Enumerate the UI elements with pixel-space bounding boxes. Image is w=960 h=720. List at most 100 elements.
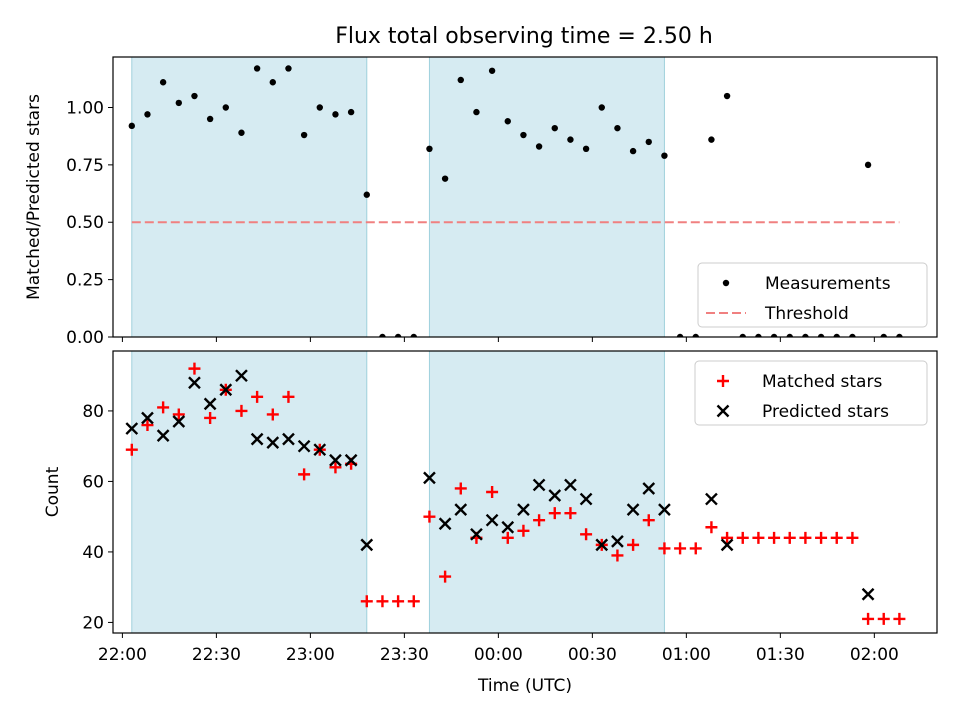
matched-stars-point-33 [642,514,655,527]
measurements-point-11 [300,131,308,139]
measurements-point-29 [582,145,590,153]
predicted-stars-point-28 [611,535,624,548]
predicted-stars-point-30 [642,482,656,495]
matched-stars-point-32 [627,538,640,551]
measurements-point-30 [598,104,605,111]
measurements-point-33 [645,138,652,146]
measurements-point-35 [676,333,684,337]
measurements-point-23 [488,67,496,74]
matched-stars-point-5 [204,411,217,424]
matched-stars-point-25 [517,524,530,537]
matched-stars-point-13 [329,461,342,474]
measurements-point-24 [504,118,511,125]
measurements-point-4 [191,92,198,100]
top-ytick-label-0: 0.00 [66,328,104,348]
top-legend-box [697,262,928,328]
measurements-point-36 [692,333,699,337]
predicted-stars-point-2 [156,429,170,442]
predicted-stars-point-24 [548,489,562,502]
matched-stars-point-15 [360,595,373,608]
top-ytick-label-2: 0.50 [66,213,104,233]
matched-stars-point-37 [705,521,718,534]
matched-stars-point-17 [392,595,405,608]
matched-stars-point-36 [689,542,702,555]
measurements-point-3 [175,99,182,107]
top-ytick-label-3: 0.75 [66,156,104,176]
measurements-point-46 [849,333,856,337]
matched-stars-point-11 [298,468,311,481]
measurements-point-31 [614,124,621,132]
bottom-ytick-label-0: 20 [82,613,104,633]
measurements-point-19 [426,145,433,153]
xtick-label-5: 00:30 [568,645,617,665]
matched-stars-point-24 [501,531,514,544]
bottom-ytick-label-3: 80 [82,402,104,422]
predicted-stars-point-26 [579,492,593,506]
matched-stars-point-39 [736,531,749,544]
matched-stars-point-41 [768,531,781,544]
matched-stars-point-28 [564,507,577,520]
bottom-shaded-interval-0 [131,350,368,634]
measurements-point-26 [535,143,543,150]
matched-stars-point-1 [141,419,154,432]
measurements-point-42 [786,333,793,337]
measurements-point-2 [159,79,167,86]
top-legend-1-label: Threshold [764,304,849,324]
measurements-point-8 [253,65,261,72]
measurements-point-17 [394,333,402,337]
matched-stars-point-27 [548,507,561,520]
top-shaded-interval-1 [428,56,665,338]
matched-stars-point-19 [423,510,436,523]
measurements-point-9 [269,79,276,86]
predicted-stars-point-10 [282,432,295,446]
predicted-stars-point-27 [595,538,609,552]
matched-stars-point-21 [454,482,467,495]
predicted-stars-point-25 [564,478,577,492]
top-legend-0-marker [722,279,730,287]
matched-stars-point-2 [157,401,170,414]
matched-stars-point-34 [658,542,671,555]
matched-stars-point-29 [580,528,593,541]
predicted-stars-point-20 [485,513,499,527]
measurements-point-5 [206,115,214,123]
measurements-point-1 [144,111,151,118]
xtick-label-8: 02:00 [850,645,899,665]
predicted-stars-point-3 [172,415,186,428]
chart-title: Flux total observing time = 2.50 h [335,24,713,49]
measurements-point-44 [817,333,825,337]
matched-stars-point-48 [877,612,890,625]
measurements-point-25 [520,131,527,139]
bottom-ytick-label-2: 60 [82,472,104,492]
top-shaded-interval-0 [131,56,368,338]
predicted-stars-point-4 [188,376,201,390]
predicted-stars-point-23 [532,478,546,492]
measurements-point-45 [833,333,840,337]
top-axes-frame [112,56,938,338]
predicted-stars-point-32 [705,492,718,506]
top-ytick-label-4: 1.00 [66,98,104,118]
measurements-point-16 [379,333,386,337]
matched-stars-point-3 [172,408,185,421]
bottom-shaded-interval-1 [428,350,665,634]
measurements-point-34 [661,152,668,159]
matched-stars-point-35 [674,542,687,555]
bottom-axes-frame [112,350,938,634]
measurements-point-37 [708,136,715,143]
predicted-stars-point-12 [313,443,327,457]
bottom-panel: 20 40 60 80 22:00 22:30 23:00 23:30 00:00 00:30 01… [43,350,938,665]
top-ylabel: Matched/Predicted stars [24,94,44,300]
xtick-label-0: 22:00 [98,645,147,665]
top-ytick-label-1: 0.25 [66,271,104,291]
measurements-point-39 [739,333,746,337]
predicted-stars-point-8 [250,432,264,446]
predicted-stars-point-6 [219,383,233,397]
measurements-point-15 [363,191,370,198]
bottom-legend-0-label: Matched stars [762,372,882,392]
predicted-stars-point-16 [423,471,436,485]
predicted-stars-point-17 [438,517,452,531]
measurements-point-20 [441,175,449,182]
predicted-stars-point-5 [203,397,217,411]
measurements-point-48 [880,333,887,337]
bottom-legend-1-marker [716,404,730,418]
